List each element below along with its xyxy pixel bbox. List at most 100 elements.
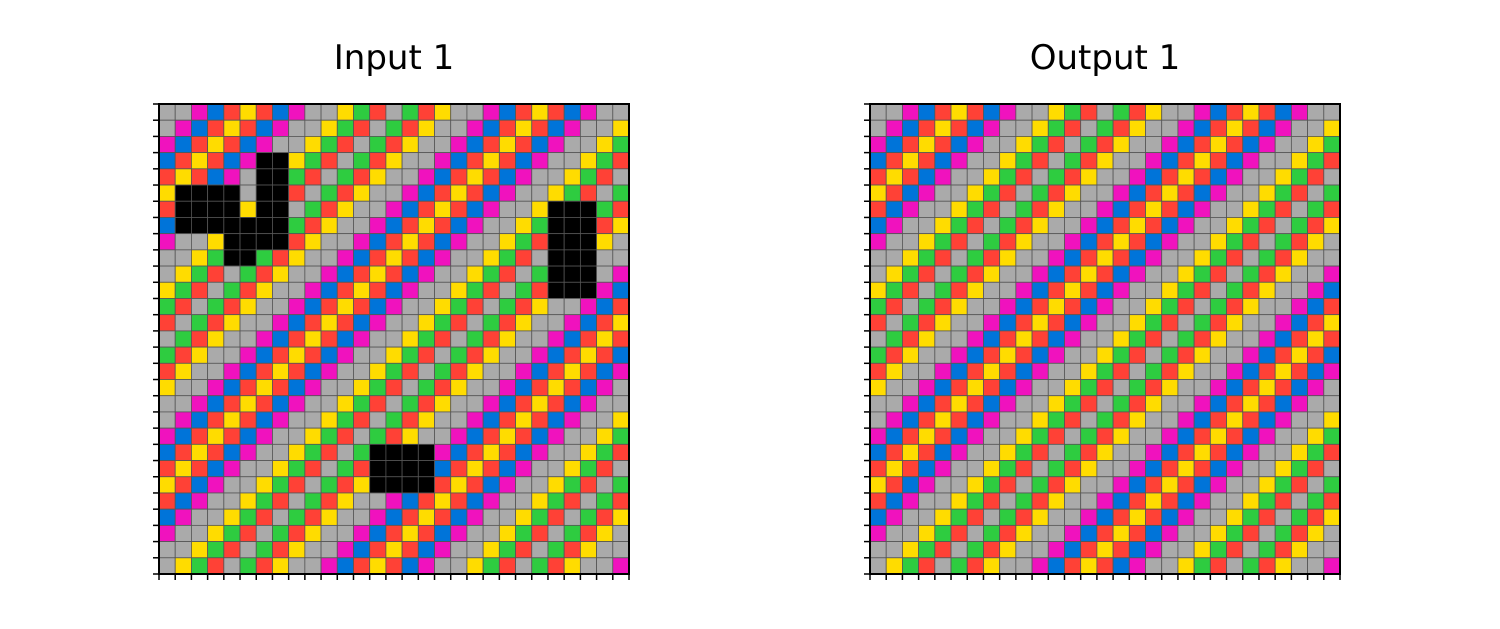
grid-cell	[158, 314, 176, 332]
grid-cell	[869, 281, 887, 299]
grid-cell	[353, 168, 371, 186]
grid-cell	[450, 443, 468, 461]
grid-cell	[612, 217, 630, 235]
grid-cell	[869, 298, 887, 316]
grid-cell	[579, 492, 597, 510]
grid-cell	[498, 524, 516, 542]
grid-cell	[174, 379, 192, 397]
grid-cell	[1242, 200, 1260, 218]
grid-cell	[1145, 395, 1163, 413]
grid-cell	[1290, 330, 1308, 348]
grid-cell	[174, 541, 192, 559]
grid-cell	[158, 184, 176, 202]
grid-cell	[401, 541, 419, 559]
grid-cell	[353, 362, 371, 380]
grid-cell	[304, 460, 322, 478]
grid-cell	[1290, 281, 1308, 299]
grid-cell	[417, 200, 435, 218]
grid-cell	[1015, 476, 1033, 494]
grid-cell	[596, 136, 614, 154]
grid-cell	[563, 136, 581, 154]
grid-cell	[563, 265, 581, 283]
grid-cell	[304, 249, 322, 267]
grid-cell	[272, 233, 290, 251]
grid-cell	[999, 476, 1017, 494]
grid-cell	[450, 298, 468, 316]
grid-cell	[1080, 395, 1098, 413]
grid-cell	[482, 460, 500, 478]
grid-cell	[1209, 508, 1227, 526]
grid-cell	[1274, 541, 1292, 559]
grid-cell	[207, 476, 225, 494]
grid-cell	[869, 103, 887, 121]
grid-cell	[320, 136, 338, 154]
grid-cell	[1323, 427, 1341, 445]
grid-cell	[498, 395, 516, 413]
grid-cell	[1307, 184, 1325, 202]
grid-cell	[223, 217, 241, 235]
grid-cell	[1047, 265, 1065, 283]
grid-cell	[1242, 411, 1260, 429]
grid-cell	[934, 314, 952, 332]
grid-cell	[1161, 379, 1179, 397]
grid-cell	[902, 541, 920, 559]
grid-cell	[304, 395, 322, 413]
grid-cell	[885, 395, 903, 413]
grid-cell	[369, 103, 387, 121]
grid-cell	[1161, 541, 1179, 559]
grid-cell	[1096, 541, 1114, 559]
grid-cell	[1064, 249, 1082, 267]
grid-cell	[1258, 233, 1276, 251]
grid-cell	[158, 443, 176, 461]
grid-cell	[1177, 265, 1195, 283]
grid-cell	[869, 476, 887, 494]
grid-cell	[1080, 152, 1098, 170]
grid-cell	[531, 184, 549, 202]
grid-cell	[966, 103, 984, 121]
grid-cell	[1290, 379, 1308, 397]
grid-cell	[1015, 217, 1033, 235]
grid-cell	[531, 119, 549, 137]
grid-cell	[1161, 314, 1179, 332]
grid-cell	[1258, 314, 1276, 332]
grid-cell	[1258, 508, 1276, 526]
grid-cell	[498, 427, 516, 445]
grid-cell	[353, 427, 371, 445]
grid-cell	[966, 411, 984, 429]
grid-cell	[1274, 476, 1292, 494]
grid-cell	[531, 362, 549, 380]
grid-cell	[353, 152, 371, 170]
grid-cell	[885, 362, 903, 380]
grid-cell	[999, 379, 1017, 397]
grid-cell	[1274, 168, 1292, 186]
grid-cell	[918, 249, 936, 267]
grid-cell	[1096, 136, 1114, 154]
grid-cell	[1064, 557, 1082, 575]
grid-cell	[288, 200, 306, 218]
grid-cell	[1128, 443, 1146, 461]
grid-cell	[1128, 265, 1146, 283]
grid-cell	[1080, 233, 1098, 251]
grid-cell	[983, 314, 1001, 332]
grid-cell	[579, 184, 597, 202]
input-grid	[153, 103, 630, 580]
grid-cell	[1128, 411, 1146, 429]
grid-cell	[1015, 103, 1033, 121]
grid-cell	[417, 281, 435, 299]
grid-cell	[288, 524, 306, 542]
grid-cell	[885, 524, 903, 542]
grid-cell	[482, 492, 500, 510]
grid-cell	[239, 119, 257, 137]
grid-cell	[223, 443, 241, 461]
grid-cell	[1177, 362, 1195, 380]
grid-cell	[1080, 281, 1098, 299]
grid-cell	[1307, 217, 1325, 235]
grid-cell	[158, 476, 176, 494]
grid-cell	[369, 346, 387, 364]
grid-cell	[950, 443, 968, 461]
grid-cell	[1209, 265, 1227, 283]
grid-cell	[272, 427, 290, 445]
grid-cell	[417, 249, 435, 267]
grid-cell	[1145, 265, 1163, 283]
grid-cell	[563, 103, 581, 121]
